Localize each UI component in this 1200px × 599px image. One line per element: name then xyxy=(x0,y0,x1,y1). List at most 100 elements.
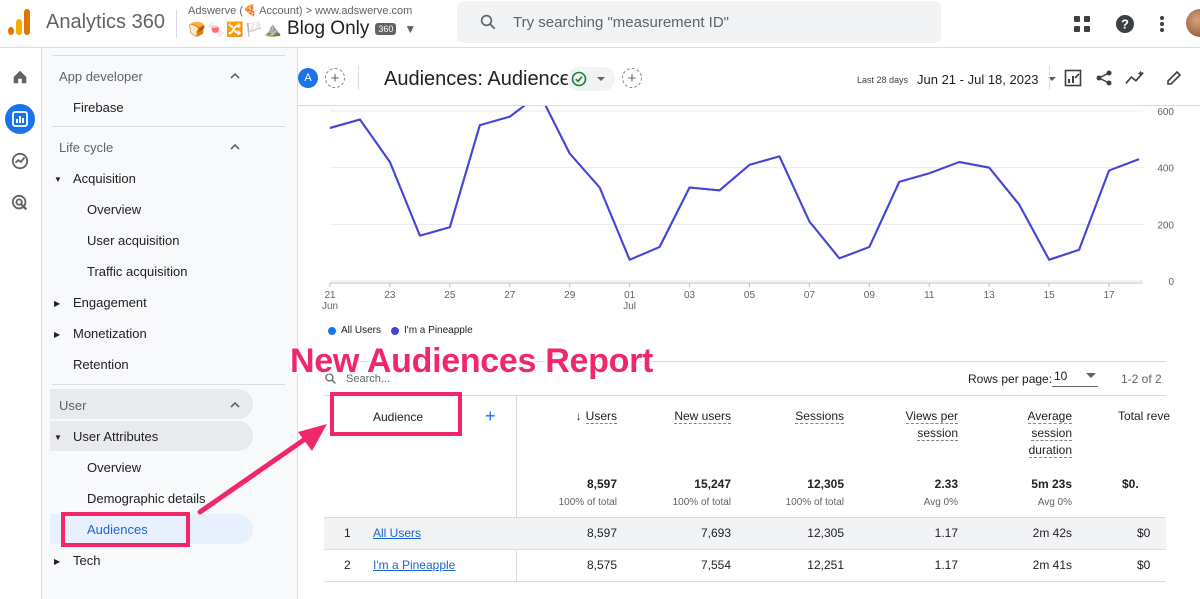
legend-dot xyxy=(328,326,336,335)
divider xyxy=(324,361,1166,362)
edit-icon[interactable] xyxy=(1164,68,1184,88)
x-tick-label: 07 xyxy=(804,290,816,301)
x-tick-label: 09 xyxy=(864,290,876,301)
series-line-1 xyxy=(329,106,1140,261)
audience-link[interactable]: All Users xyxy=(373,526,422,540)
table-row[interactable]: 1 All Users 8,597 7,693 12,305 1.17 2m 4… xyxy=(324,518,1166,549)
caret-down-icon[interactable]: ▼ xyxy=(54,175,62,184)
sidebar-item-tech[interactable]: Tech xyxy=(73,553,101,568)
section-life-cycle[interactable]: Life cycle xyxy=(59,140,114,155)
help-icon[interactable]: ? xyxy=(1113,12,1137,36)
caret-right-icon[interactable]: ▶ xyxy=(54,330,61,339)
row-index: 1 xyxy=(344,526,351,540)
comparison-chip[interactable]: A xyxy=(298,68,318,88)
table-search[interactable]: Search... xyxy=(324,372,390,385)
caret-down-icon[interactable]: ▼ xyxy=(54,433,62,442)
x-tick-label: 25 xyxy=(444,290,456,301)
property-selector[interactable]: 🍞 🍬 🔀 🏳️ ⛰️ Blog Only 360 ▼ xyxy=(188,18,416,40)
column-header-label: Average xyxy=(1027,409,1072,424)
x-tick-label: 23 xyxy=(384,290,396,301)
sidebar-item-monetization[interactable]: Monetization xyxy=(73,326,147,341)
legend-item[interactable]: All Users xyxy=(328,325,381,336)
cell-new-users: 7,554 xyxy=(700,558,731,572)
table-row[interactable]: 2 I'm a Pineapple 8,575 7,554 12,251 1.1… xyxy=(324,550,1166,581)
property-emoji: 🍞 xyxy=(188,21,206,37)
chevron-up-icon[interactable] xyxy=(229,399,241,411)
sidebar-item-acquisition[interactable]: Acquisition xyxy=(73,171,136,186)
table-search-placeholder: Search... xyxy=(346,372,391,385)
sidebar-item-engagement[interactable]: Engagement xyxy=(73,295,147,310)
cell-sessions: 12,305 xyxy=(807,526,844,540)
column-header-views-per-session[interactable]: Views per session xyxy=(888,408,958,442)
sidebar-item-user-attributes[interactable]: User Attributes xyxy=(73,429,159,444)
cell-sessions: 12,251 xyxy=(807,558,844,572)
report-status-button[interactable] xyxy=(567,67,615,91)
divider xyxy=(324,517,1166,518)
analytics-logo[interactable] xyxy=(8,9,30,35)
section-highlight xyxy=(50,389,253,419)
property-emoji: 🏳️ xyxy=(245,21,263,37)
insights-icon[interactable] xyxy=(1125,68,1145,88)
add-comparison-button[interactable]: + xyxy=(325,68,345,88)
search-input[interactable] xyxy=(513,13,893,31)
sidebar-item-user-overview[interactable]: Overview xyxy=(87,460,142,475)
property-emoji: 🍬 xyxy=(207,21,225,37)
section-user[interactable]: User xyxy=(59,398,87,413)
sidebar-item-audiences[interactable]: Audiences xyxy=(87,522,148,537)
caret-down-icon xyxy=(597,77,605,81)
sort-arrow-down-icon: ↓ xyxy=(575,409,582,423)
x-tick-label: 17 xyxy=(1103,290,1115,301)
sidebar-item-traffic-acquisition[interactable]: Traffic acquisition xyxy=(87,264,188,279)
sidebar-item-demographic-details[interactable]: Demographic details xyxy=(87,491,206,506)
column-header-audience[interactable]: Audience xyxy=(373,410,424,424)
date-range-label: Last 28 days xyxy=(857,75,909,85)
date-range-picker[interactable]: Jun 21 - Jul 18, 2023 xyxy=(917,72,1057,87)
total-duration-pct: Avg 0% xyxy=(1037,497,1072,508)
caret-right-icon[interactable]: ▶ xyxy=(54,299,61,308)
advertising-icon[interactable] xyxy=(5,188,35,218)
customize-report-icon[interactable] xyxy=(1063,68,1083,88)
cell-revenue: $0 xyxy=(1137,558,1151,572)
column-header-label: session xyxy=(1031,426,1072,441)
column-header-avg-session-duration[interactable]: Average session duration xyxy=(1002,408,1072,459)
page-title: Audiences: Audience xyxy=(384,68,571,90)
add-dimension-button[interactable]: + xyxy=(485,406,496,426)
report-header: A + Audiences: Audience + Last 28 days J… xyxy=(298,48,1200,106)
total-sessions-pct: 100% of total xyxy=(785,497,844,508)
add-filter-button[interactable]: + xyxy=(622,68,642,88)
x-tick-label: 05 xyxy=(744,290,756,301)
cell-avg-duration: 2m 41s xyxy=(1032,558,1072,572)
explore-icon[interactable] xyxy=(5,146,35,176)
chevron-up-icon[interactable] xyxy=(229,141,241,153)
cell-avg-duration: 2m 42s xyxy=(1032,526,1072,540)
sidebar-item-retention[interactable]: Retention xyxy=(73,357,129,372)
search-icon xyxy=(325,373,336,384)
more-vert-icon[interactable] xyxy=(1150,12,1174,36)
section-app-developer[interactable]: App developer xyxy=(59,69,143,84)
column-header-total-revenue[interactable]: Total reve xyxy=(1118,408,1178,425)
sidebar-item-user-acquisition[interactable]: User acquisition xyxy=(87,233,180,248)
chevron-up-icon[interactable] xyxy=(229,70,241,82)
column-header-new-users[interactable]: New users xyxy=(658,408,731,425)
total-sessions: 12,305 xyxy=(807,477,844,491)
home-icon[interactable] xyxy=(5,62,35,92)
x-tick-label: 11 xyxy=(924,290,935,301)
legend-item[interactable]: I'm a Pineapple xyxy=(391,325,473,336)
column-header-sessions[interactable]: Sessions xyxy=(778,408,844,425)
search-bar[interactable] xyxy=(457,1,941,43)
rows-per-page-select[interactable]: 10 xyxy=(1052,369,1098,387)
column-header-users[interactable]: ↓ Users xyxy=(562,408,617,425)
y-tick-label: 200 xyxy=(1157,220,1174,231)
sidebar-item-firebase[interactable]: Firebase xyxy=(73,100,124,115)
sidebar-item-acquisition-overview[interactable]: Overview xyxy=(87,202,142,217)
audience-link[interactable]: I'm a Pineapple xyxy=(373,558,456,572)
account-breadcrumb[interactable]: Adswerve (🍕 Account) > www.adswerve.com xyxy=(188,5,413,17)
caret-right-icon[interactable]: ▶ xyxy=(54,557,61,566)
avatar[interactable] xyxy=(1186,9,1200,37)
share-icon[interactable] xyxy=(1094,68,1114,88)
column-header-label: session xyxy=(917,426,958,441)
column-divider xyxy=(516,395,517,581)
reports-icon[interactable] xyxy=(5,104,35,134)
apps-grid-icon[interactable] xyxy=(1070,12,1094,36)
